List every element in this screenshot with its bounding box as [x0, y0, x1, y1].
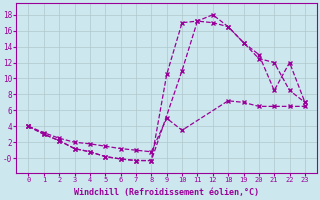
X-axis label: Windchill (Refroidissement éolien,°C): Windchill (Refroidissement éolien,°C): [74, 188, 259, 197]
